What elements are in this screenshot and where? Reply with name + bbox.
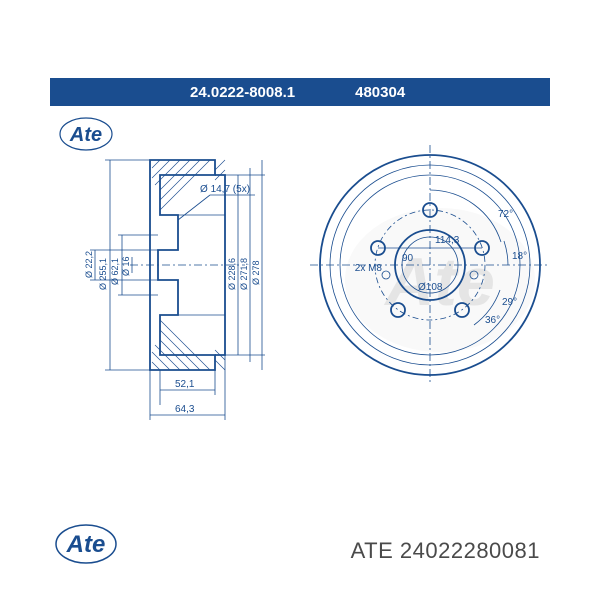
dim-bolt-hole: Ø 14,7 (5x)	[200, 184, 250, 195]
dim-stud: Ø 22,2	[84, 251, 94, 278]
logo-text-bottom: Ate	[66, 531, 106, 558]
technical-diagram: Ate	[50, 110, 550, 450]
section-view: Ø 255,1 Ø 62,1 Ø 228,6 Ø 271,8 Ø 278 Ø 1…	[84, 160, 265, 420]
dim-pcd: 114,3	[435, 235, 460, 246]
logo-bottom: Ate	[54, 522, 124, 570]
dim-total: Ø 278	[251, 260, 261, 285]
dim-outer: Ø 255,1	[98, 258, 108, 290]
logo-top: Ate	[58, 116, 118, 156]
dim-center-bore: Ø108	[418, 282, 443, 293]
dim-hub: 90	[402, 253, 414, 264]
watermark-logo: Ate	[345, 208, 535, 352]
dim-width: 64,3	[175, 404, 195, 415]
angle-29: 29°	[502, 297, 517, 308]
dim-pilot: Ø 16	[121, 256, 131, 276]
angle-72: 72°	[498, 209, 513, 220]
dim-depth: 52,1	[175, 379, 195, 390]
product-code: ATE 24022280081	[351, 538, 540, 564]
angle-18: 18°	[512, 251, 527, 262]
part-code: 480304	[355, 84, 405, 101]
angle-36: 36°	[485, 315, 500, 326]
dim-bearing: Ø 62,1	[110, 258, 120, 285]
front-view: 72° 18° 36° 29° 114,3 90 Ø108 2x M8	[310, 145, 550, 385]
logo-text: Ate	[69, 124, 102, 146]
dim-ring: Ø 271,8	[239, 258, 249, 290]
header-bar: 24.0222-8008.1 480304	[50, 78, 550, 106]
thread-label: 2x M8	[355, 263, 383, 274]
dim-drum-inner: Ø 228,6	[227, 258, 237, 290]
part-number: 24.0222-8008.1	[190, 84, 295, 101]
